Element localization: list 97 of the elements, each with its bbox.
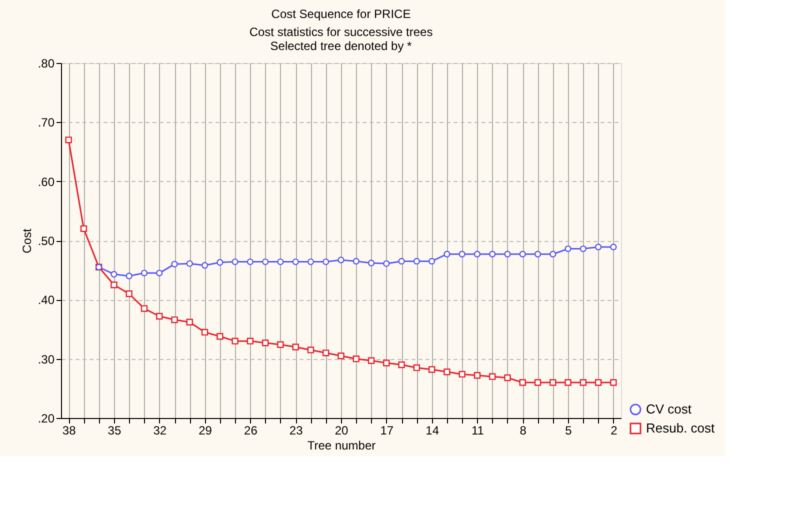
- point: [398, 258, 405, 265]
- x-tick-label: 38: [62, 424, 76, 438]
- legend-label: CV cost: [646, 402, 692, 416]
- point: [322, 350, 330, 356]
- point: [550, 379, 556, 386]
- x-tick-label: 26: [244, 424, 258, 438]
- point: [352, 355, 360, 362]
- point: [534, 250, 542, 258]
- point: [564, 379, 572, 386]
- point: [383, 260, 390, 267]
- point: [216, 333, 224, 340]
- chart-title: Cost Sequence for PRICE: [271, 7, 411, 21]
- point: [307, 258, 314, 266]
- point: [201, 262, 208, 269]
- point: [277, 258, 284, 266]
- point: [610, 244, 617, 250]
- point: [489, 373, 496, 380]
- point: [246, 258, 254, 266]
- point: [277, 341, 284, 348]
- y-tick-label: .70: [38, 116, 55, 130]
- point: [352, 258, 360, 265]
- x-tick-label: 2: [610, 424, 618, 438]
- point: [580, 379, 586, 386]
- point: [444, 368, 450, 376]
- point: [550, 250, 556, 258]
- point: [398, 361, 405, 368]
- legend-label: Resub. cost: [646, 420, 716, 436]
- point: [246, 338, 254, 344]
- point: [80, 225, 88, 232]
- point: [292, 344, 299, 350]
- point: [65, 136, 72, 144]
- point: [368, 357, 375, 364]
- y-tick-label: .30: [38, 352, 55, 366]
- point: [458, 250, 466, 258]
- chart-subtitle: Cost statistics for successive trees: [249, 25, 433, 39]
- point: [428, 366, 436, 373]
- point: [383, 360, 390, 366]
- x-tick-label: 20: [334, 424, 348, 438]
- y-tick-label: .40: [38, 293, 55, 308]
- point: [519, 250, 526, 258]
- y-tick-label: .80: [38, 56, 55, 70]
- point: [156, 312, 163, 320]
- x-tick-label: 29: [198, 424, 212, 438]
- x-tick-label: 8: [520, 424, 527, 438]
- point: [110, 282, 118, 288]
- point: [110, 270, 118, 278]
- point: [307, 346, 314, 354]
- point: [171, 260, 178, 268]
- point: [594, 379, 602, 386]
- text: Selected tree denoted by *: [270, 39, 412, 53]
- point: [458, 370, 466, 378]
- point: [413, 258, 420, 265]
- x-tick-label: 14: [426, 424, 440, 438]
- point: [171, 316, 178, 324]
- point: [201, 328, 208, 336]
- y-axis-title: Cost: [20, 228, 34, 254]
- point: [534, 379, 542, 386]
- point: [262, 258, 269, 266]
- point: [140, 270, 148, 276]
- point: [186, 318, 193, 326]
- y-tick-label: .50: [38, 234, 55, 248]
- point: [232, 338, 238, 344]
- point: [140, 305, 148, 312]
- point: [474, 250, 481, 258]
- point: [262, 340, 269, 346]
- point: [428, 258, 436, 265]
- point: [489, 250, 496, 258]
- point: [504, 250, 511, 258]
- x-tick-label: 32: [153, 424, 167, 438]
- point: [580, 245, 586, 252]
- point: [216, 259, 224, 266]
- x-axis-title: Tree number: [307, 438, 376, 452]
- point: [474, 372, 481, 379]
- point: [368, 260, 375, 266]
- point: [519, 379, 526, 386]
- point: [564, 245, 572, 252]
- point: [610, 379, 617, 386]
- point: [322, 258, 330, 266]
- point: [444, 250, 450, 258]
- point: [338, 352, 344, 360]
- point: [292, 258, 299, 266]
- point: [186, 260, 193, 267]
- point: [338, 256, 344, 264]
- point: [126, 290, 132, 298]
- x-tick-label: 17: [380, 424, 394, 438]
- point: [156, 270, 163, 276]
- x-tick-label: 35: [108, 424, 122, 438]
- y-tick-label: .60: [38, 174, 55, 189]
- point: [594, 244, 602, 250]
- x-tick-label: 23: [289, 424, 304, 438]
- point: [126, 272, 132, 280]
- point: [413, 364, 420, 372]
- y-tick-label: .20: [38, 412, 55, 426]
- point: [504, 374, 511, 382]
- x-tick-label: 11: [471, 424, 484, 438]
- point: [232, 258, 238, 266]
- x-tick-label: 5: [565, 424, 572, 438]
